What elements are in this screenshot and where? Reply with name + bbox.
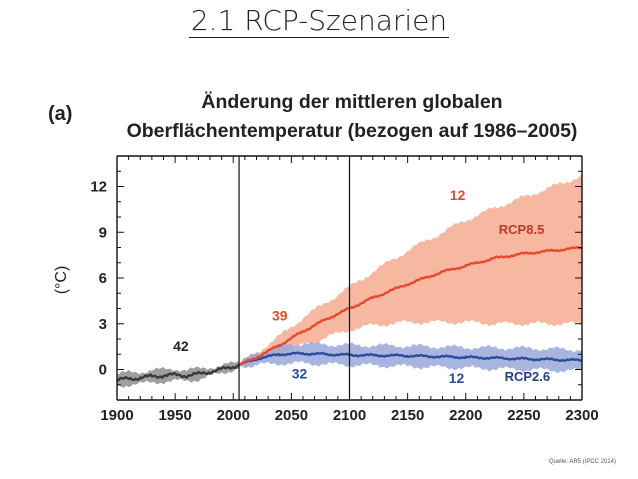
x-tick-label: 2250 <box>507 407 540 424</box>
historical-series-line <box>116 364 241 382</box>
annotation-label: RCP8.5 <box>499 222 545 237</box>
slide-title: 2.1 RCP-Szenarien <box>0 4 638 38</box>
chart-title-line-2: Oberflächentemperatur (bezogen auf 1986–… <box>127 120 578 142</box>
y-tick-label: 12 <box>90 179 107 196</box>
panel-label: (a) <box>48 103 72 125</box>
x-tick-label: 2300 <box>565 407 598 424</box>
rcp85-series-line <box>238 246 583 367</box>
annotation-label: 12 <box>449 370 465 386</box>
x-tick-label: 2050 <box>275 407 308 424</box>
x-tick-label: 2150 <box>391 407 424 424</box>
rcp26-series-line <box>238 351 583 367</box>
annotation-label: 32 <box>292 366 308 382</box>
y-tick-label: 9 <box>99 224 107 241</box>
annotation-label: 12 <box>450 187 466 203</box>
annotation-label: 42 <box>173 338 189 354</box>
x-tick-label: 2100 <box>333 407 366 424</box>
x-tick-label: 1900 <box>100 407 133 424</box>
source-caption: Quelle: AR5 (IPCC 2014) <box>548 459 616 465</box>
x-tick-label: 2200 <box>449 407 482 424</box>
chart-title-line-1: Änderung der mittleren globalen <box>201 90 502 113</box>
x-tick-label: 1950 <box>158 407 191 424</box>
y-tick-label: 3 <box>99 316 107 333</box>
y-tick-label: 6 <box>99 270 107 287</box>
slide-title-text: 2.1 RCP-Szenarien <box>188 4 450 38</box>
y-tick-label: 0 <box>99 362 107 379</box>
y-axis-label: (°C) <box>53 266 70 295</box>
annotation-label: 39 <box>272 308 288 324</box>
x-tick-label: 2000 <box>217 407 250 424</box>
plot-area: 1900 1950 2000 2050 2100 2150 2200 2250 2300 0 3 6 9… <box>90 155 599 424</box>
annotation-label: RCP2.6 <box>505 369 551 384</box>
